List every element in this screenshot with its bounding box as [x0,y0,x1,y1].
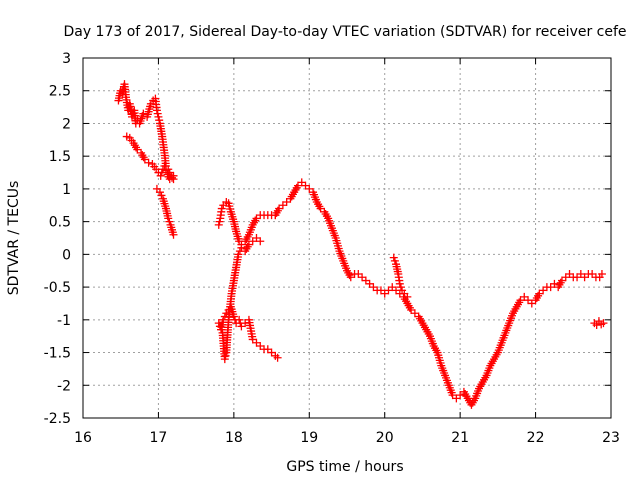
data-point [597,270,606,278]
y-tick-label: 0 [62,247,71,263]
y-tick-label: 1 [62,182,71,198]
x-tick-label: 23 [602,430,620,446]
data-point [144,158,153,167]
x-tick-label: 18 [225,430,243,446]
y-tick-label: 1.5 [49,149,71,165]
grid [83,58,611,418]
y-tick-label: 3 [62,51,71,67]
y-tick-label: -2.5 [44,411,71,427]
plot-frame [82,57,612,419]
y-tick-label: 2.5 [49,84,71,100]
y-tick-label: 2 [62,116,71,132]
x-tick-label: 20 [376,430,394,446]
data-point [599,319,608,328]
y-tick-label: 0.5 [49,215,71,231]
data-point [160,162,169,170]
y-tick-label: -2 [57,378,71,394]
data-point [161,166,170,175]
data-points [114,80,608,409]
y-tick-label: -1.5 [44,346,71,362]
y-tick-label: -1 [57,313,71,329]
axis-ticks: 16 17 18 19 20 21 22 23-2.5-2-1.5-1-0.500.511.5… [44,51,620,446]
x-tick-label: 21 [451,430,469,446]
y-axis-label: SDTVAR / TECUs [6,181,22,296]
y-tick-label: -0.5 [44,280,71,296]
x-tick-label: 19 [300,430,318,446]
data-point [403,292,412,301]
chart-title: Day 173 of 2017, Sidereal Day-to-day VTE… [63,24,626,40]
data-point [169,230,178,239]
x-tick-label: 17 [150,430,168,446]
x-tick-label: 22 [527,430,545,446]
data-point [169,171,178,180]
data-point [273,353,282,362]
x-axis-label: GPS time / hours [286,459,403,475]
data-point [256,237,265,246]
data-point [168,173,177,182]
x-tick-label: 16 [74,430,92,446]
